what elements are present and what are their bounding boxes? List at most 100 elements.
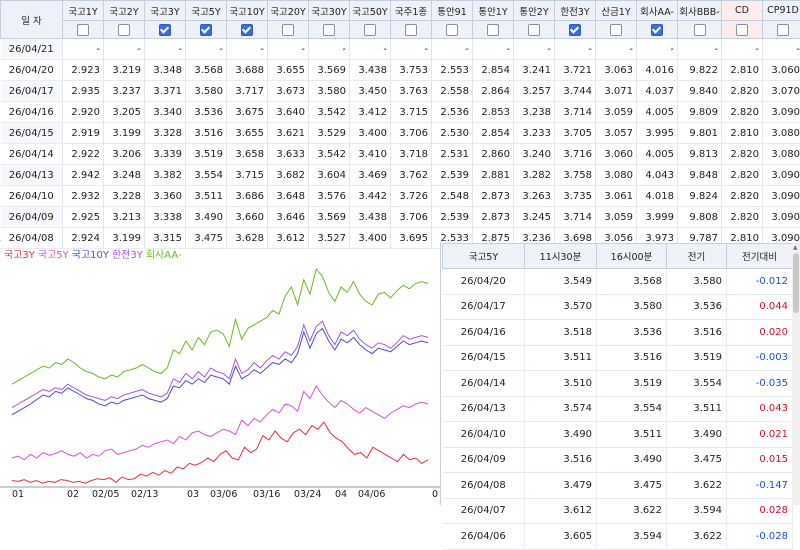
- column-header[interactable]: 통안1Y: [473, 1, 514, 21]
- column-header[interactable]: 통안2Y: [514, 1, 555, 21]
- rate-cell: 3.705: [555, 123, 596, 144]
- prev-rate: 3.536: [667, 294, 727, 320]
- row-date: 26/04/13: [1, 165, 63, 186]
- row-date: 26/04/21: [1, 39, 63, 60]
- rate-cell: 2.881: [473, 165, 514, 186]
- column-header[interactable]: 회사AA-: [637, 1, 678, 21]
- detail-column-header[interactable]: 전기대비: [727, 244, 793, 269]
- prev-rate: 3.580: [667, 269, 727, 295]
- row-date: 26/04/09: [1, 207, 63, 228]
- rate-cell: 3.070: [763, 81, 800, 102]
- series-checkbox[interactable]: [323, 24, 335, 36]
- series-checkbox[interactable]: [694, 24, 706, 36]
- series-checkbox[interactable]: [487, 24, 499, 36]
- series-checkbox[interactable]: [528, 24, 540, 36]
- column-header[interactable]: 국주1종: [391, 1, 432, 21]
- series-checkbox[interactable]: [364, 24, 376, 36]
- column-header[interactable]: 한전3Y: [555, 1, 596, 21]
- series-checkbox[interactable]: [446, 24, 458, 36]
- rate-cell: -: [432, 39, 473, 60]
- rate-cell: 3.660: [227, 207, 268, 228]
- rate-cell: -: [268, 39, 309, 60]
- rate-cell: 3.241: [514, 60, 555, 81]
- column-header[interactable]: 회사BBB-: [678, 1, 722, 21]
- series-checkbox[interactable]: [118, 24, 130, 36]
- series-checkbox[interactable]: [651, 24, 663, 36]
- series-checkbox[interactable]: [200, 24, 212, 36]
- column-header[interactable]: 국고5Y: [186, 1, 227, 21]
- series-checkbox[interactable]: [282, 24, 294, 36]
- detail-column-header[interactable]: 11시30분: [525, 244, 597, 269]
- column-header[interactable]: 통안91: [432, 1, 473, 21]
- detail-column-header[interactable]: 전기: [667, 244, 727, 269]
- detail-column-header[interactable]: 16시00분: [597, 244, 667, 269]
- scroll-up-icon[interactable]: ▲: [793, 244, 798, 251]
- series-checkbox[interactable]: [405, 24, 417, 36]
- rate-1600: 3.536: [597, 320, 667, 346]
- series-checkbox[interactable]: [77, 24, 89, 36]
- series-checkbox[interactable]: [736, 24, 748, 36]
- rate-1600: 3.568: [597, 269, 667, 295]
- column-header[interactable]: 국고20Y: [268, 1, 309, 21]
- rate-cell: 2.860: [473, 144, 514, 165]
- column-header[interactable]: 국고3Y: [145, 1, 186, 21]
- series-checkbox[interactable]: [610, 24, 622, 36]
- scrollbar-thumb[interactable]: [793, 253, 799, 313]
- column-header[interactable]: 국고2Y: [104, 1, 145, 21]
- x-tick-label: 04: [335, 489, 347, 500]
- series-checkbox[interactable]: [159, 24, 171, 36]
- rate-cell: 2.553: [432, 60, 473, 81]
- column-header[interactable]: CD: [722, 1, 763, 21]
- series-checkbox[interactable]: [569, 24, 581, 36]
- column-header[interactable]: 국고1Y: [63, 1, 104, 21]
- table-row[interactable]: 26/04/21------------------: [1, 39, 800, 60]
- rate-cell: 9.848: [678, 165, 722, 186]
- rate-cell: 4.005: [637, 102, 678, 123]
- detail-scrollbar[interactable]: ▲: [792, 243, 800, 505]
- column-header[interactable]: 국고10Y: [227, 1, 268, 21]
- series-line: [12, 328, 428, 414]
- series-checkbox[interactable]: [241, 24, 253, 36]
- rate-cell: 2.539: [432, 207, 473, 228]
- detail-column-header[interactable]: 국고5Y: [443, 244, 525, 269]
- rate-cell: 3.057: [596, 123, 637, 144]
- rate-1600: 3.516: [597, 345, 667, 371]
- rate-cell: 2.942: [63, 165, 104, 186]
- rate-cell: 3.090: [763, 186, 800, 207]
- rate-cell: 2.530: [432, 123, 473, 144]
- series-checkbox[interactable]: [777, 24, 789, 36]
- column-checkbox-cell: [514, 21, 555, 39]
- column-header[interactable]: 국고50Y: [350, 1, 391, 21]
- rate-cell: 3.686: [227, 186, 268, 207]
- rate-cell: 2.810: [722, 123, 763, 144]
- column-checkbox-cell: [186, 21, 227, 39]
- rate-cell: 3.328: [145, 123, 186, 144]
- rate-cell: 3.721: [555, 60, 596, 81]
- column-header[interactable]: 국고30Y: [309, 1, 350, 21]
- column-header[interactable]: 산금1Y: [596, 1, 637, 21]
- rate-cell: 3.400: [350, 123, 391, 144]
- rate-cell: 3.706: [391, 207, 432, 228]
- column-header[interactable]: CP91D: [763, 1, 800, 21]
